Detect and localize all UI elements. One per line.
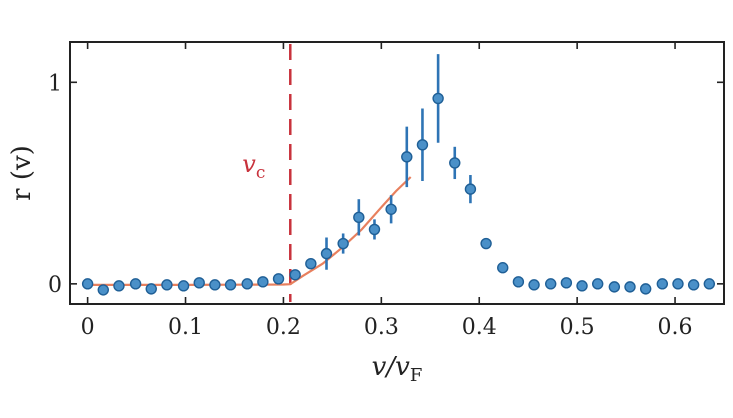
- data-point: [129, 278, 142, 290]
- data-point: [385, 203, 397, 215]
- threshold-label-subscript: c: [256, 163, 266, 183]
- data-point: [512, 276, 525, 288]
- data-point: [545, 278, 557, 290]
- y-tick-label: 1: [48, 71, 62, 96]
- x-tick-label: 0.3: [364, 315, 399, 340]
- data-point: [656, 278, 669, 290]
- x-tick-label: 0.2: [266, 315, 301, 340]
- data-point: [464, 183, 477, 195]
- data-point: [401, 151, 413, 163]
- data-point: [337, 237, 349, 250]
- chart-marks: [81, 44, 716, 302]
- data-point: [703, 278, 716, 290]
- plot-frame: [69, 41, 725, 305]
- data-point: [368, 223, 381, 236]
- threshold-label-main: v: [242, 150, 256, 178]
- data-point: [320, 247, 333, 260]
- data-point: [305, 257, 317, 270]
- data-point: [528, 279, 540, 291]
- data-point: [560, 277, 573, 289]
- data-point: [639, 283, 652, 295]
- data-point: [592, 278, 604, 290]
- data-point: [145, 283, 157, 295]
- x-axis-label-subscript: F: [410, 365, 423, 386]
- data-point: [193, 277, 205, 289]
- data-point: [608, 281, 621, 293]
- data-point: [177, 280, 190, 292]
- x-tick-label: 0.6: [658, 315, 693, 340]
- data-point: [81, 278, 94, 290]
- data-point: [272, 273, 285, 285]
- data-point: [672, 278, 684, 290]
- data-point: [353, 211, 365, 224]
- data-point: [416, 139, 429, 151]
- data-point: [480, 237, 492, 250]
- threshold-label: vc: [242, 150, 265, 183]
- y-tick-label: 0: [48, 273, 62, 298]
- data-point: [432, 92, 444, 105]
- fit-curve: [87, 176, 412, 286]
- data-point: [241, 278, 253, 290]
- data-point: [113, 280, 125, 292]
- x-axis-label: v/vF: [372, 352, 423, 386]
- data-point: [161, 279, 173, 291]
- x-axis-label-main: v/v: [372, 352, 410, 382]
- x-tick-label: 0: [81, 315, 95, 340]
- axis-ticks: 0 0.1 0.2 0.3 0.4 0.5 0.6 0 1: [48, 42, 724, 340]
- data-point: [497, 262, 509, 274]
- data-point: [449, 157, 461, 169]
- x-tick-label: 0.1: [168, 315, 203, 340]
- data-point: [209, 279, 221, 291]
- x-tick-label: 0.4: [462, 315, 497, 340]
- data-point: [97, 284, 109, 296]
- y-axis-label: r (v): [7, 145, 37, 201]
- data-point: [624, 281, 636, 293]
- data-point: [576, 280, 588, 292]
- data-point: [224, 279, 237, 291]
- data-point: [687, 279, 700, 291]
- x-tick-label: 0.5: [560, 315, 595, 340]
- data-point: [289, 269, 301, 281]
- data-point: [257, 276, 269, 288]
